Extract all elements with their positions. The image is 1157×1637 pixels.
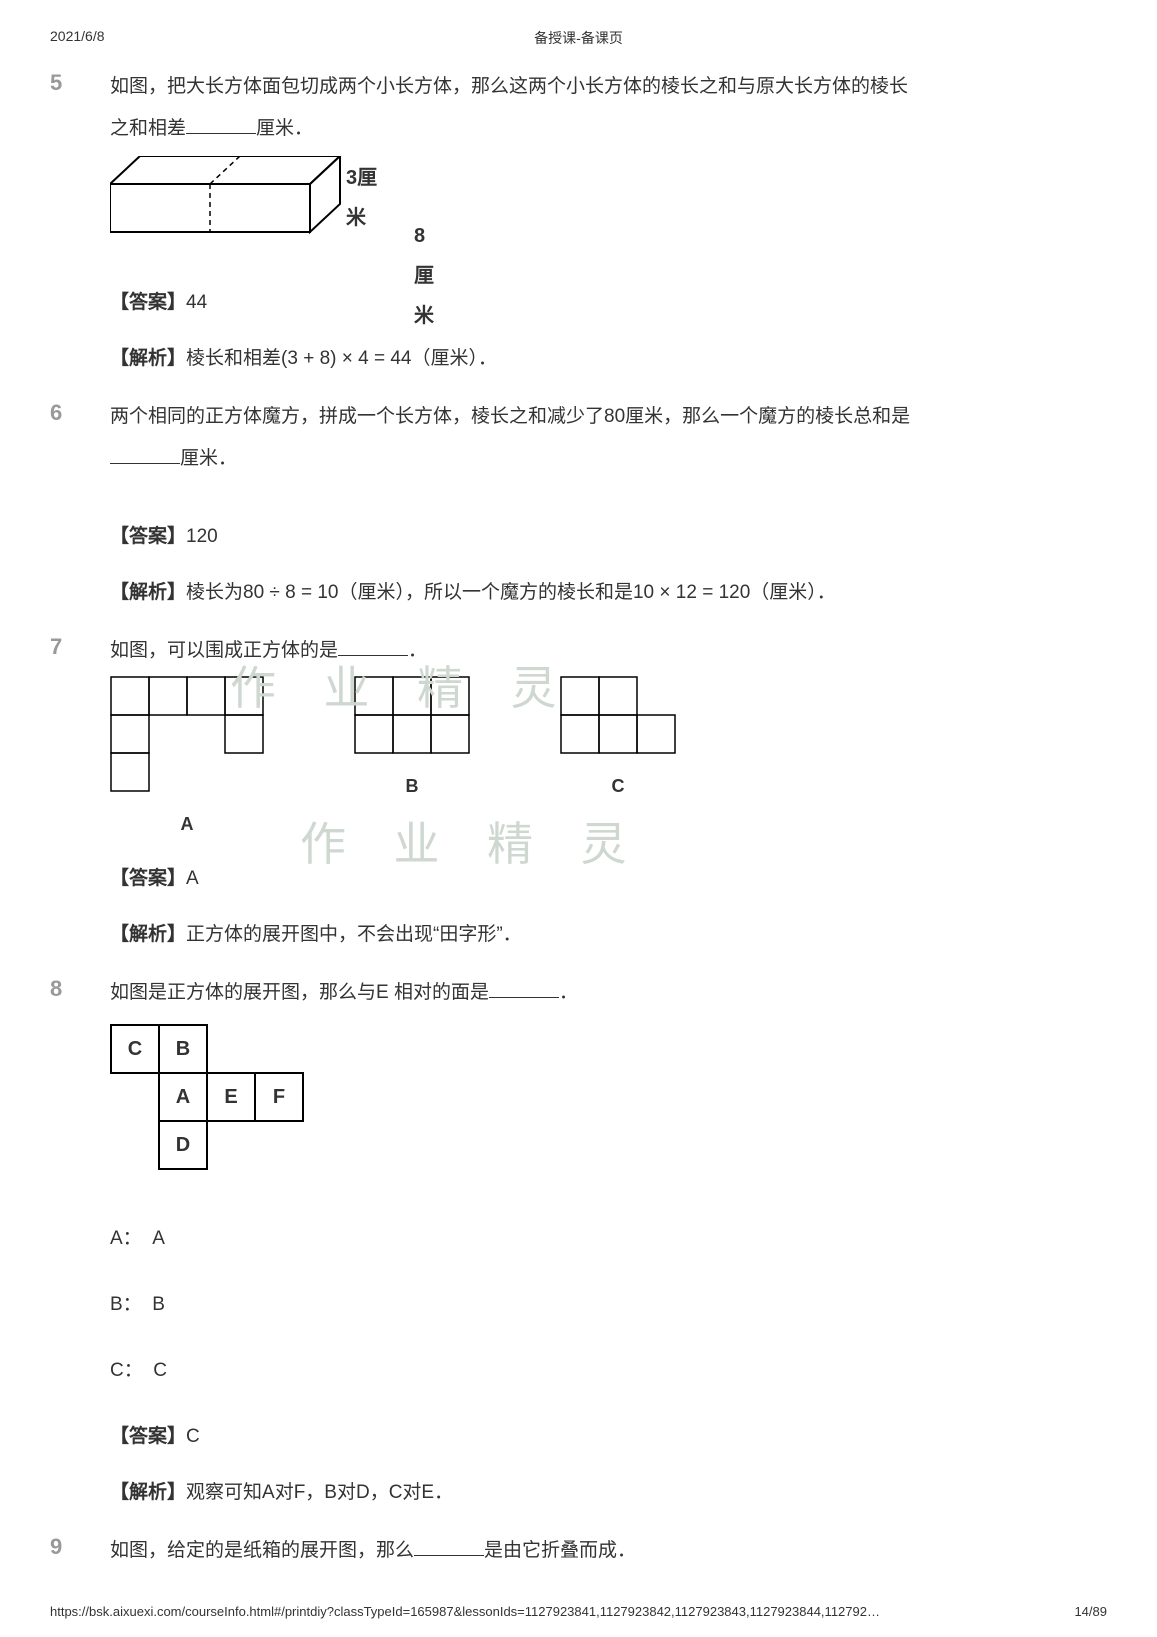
net-cell: C <box>111 1025 159 1073</box>
net-b-svg <box>354 676 470 754</box>
option-c: C： C <box>110 1352 1107 1390</box>
question-line: 如图，给定的是纸箱的展开图，那么是由它折叠而成． <box>110 1532 1107 1570</box>
dim-label: 3厘米 <box>346 158 390 238</box>
problem-body: 如图是正方体的展开图，那么与E 相对的面是． CBAEFD A： A B： B … <box>110 974 1107 1512</box>
footer-url: https://bsk.aixuexi.com/courseInfo.html#… <box>50 1604 880 1619</box>
problem-9: 9 如图，给定的是纸箱的展开图，那么是由它折叠而成． <box>50 1532 1107 1574</box>
problem-body: 如图，可以围成正方体的是． A B C 【答案】A 【解析】正方体的展开图中，不… <box>110 632 1107 954</box>
options: A： A B： B C： C <box>110 1220 1107 1390</box>
page-header: 2021/6/8 备授课-备课页 . <box>50 28 1107 44</box>
cube-net-figure: CBAEFD <box>110 1024 304 1170</box>
problem-8: 8 如图是正方体的展开图，那么与E 相对的面是． CBAEFD A： A B： … <box>50 974 1107 1512</box>
net-cell: F <box>255 1073 303 1121</box>
footer-page: 14/89 <box>1074 1604 1107 1619</box>
explain-line: 【解析】棱长为80 ÷ 8 = 10（厘米），所以一个魔方的棱长和是10 × 1… <box>110 574 1107 612</box>
problem-number: 7 <box>50 632 110 954</box>
header-title: 备授课-备课页 <box>0 28 1157 48</box>
problem-number: 6 <box>50 398 110 612</box>
problem-6: 6 两个相同的正方体魔方，拼成一个长方体，棱长之和减少了80厘米，那么一个魔方的… <box>50 398 1107 612</box>
net-cell: B <box>159 1025 207 1073</box>
question-line: 如图，把大长方体面包切成两个小长方体，那么这两个小长方体的棱长之和与原大长方体的… <box>110 68 1107 106</box>
net-option-c: C <box>560 676 676 804</box>
answer-line: 【答案】C <box>110 1418 1107 1456</box>
problem-number: 9 <box>50 1532 110 1574</box>
question-line: 如图是正方体的展开图，那么与E 相对的面是． <box>110 974 1107 1012</box>
problem-5: 5 如图，把大长方体面包切成两个小长方体，那么这两个小长方体的棱长之和与原大长方… <box>50 68 1107 378</box>
fill-blank <box>110 445 180 464</box>
answer-line: 【答案】120 <box>110 518 1107 556</box>
cuboid-figure: 3厘米 8厘米 <box>110 156 390 266</box>
question-line: 之和相差厘米． <box>110 110 1107 148</box>
net-option-b: B <box>354 676 470 804</box>
nets-row: A B C <box>110 676 1107 842</box>
dim-label: 8厘米 <box>414 216 434 336</box>
fill-blank <box>414 1537 484 1556</box>
question-line: 厘米． <box>110 440 1107 478</box>
net-a-svg <box>110 676 264 792</box>
explain-line: 【解析】正方体的展开图中，不会出现“田字形”． <box>110 916 1107 954</box>
question-line: 两个相同的正方体魔方，拼成一个长方体，棱长之和减少了80厘米，那么一个魔方的棱长… <box>110 398 1107 436</box>
net-cell: D <box>159 1121 207 1169</box>
question-line: 如图，可以围成正方体的是． <box>110 632 1107 670</box>
net-c-svg <box>560 676 676 754</box>
net-cell: A <box>159 1073 207 1121</box>
page-footer: https://bsk.aixuexi.com/courseInfo.html#… <box>50 1604 1107 1619</box>
problem-7: 7 如图，可以围成正方体的是． A B C 【答案】A 【解析】正方体的展开图中… <box>50 632 1107 954</box>
answer-line: 【答案】A <box>110 860 1107 898</box>
problem-body: 如图，给定的是纸箱的展开图，那么是由它折叠而成． <box>110 1532 1107 1574</box>
fill-blank <box>489 979 559 998</box>
problem-body: 两个相同的正方体魔方，拼成一个长方体，棱长之和减少了80厘米，那么一个魔方的棱长… <box>110 398 1107 612</box>
option-a: A： A <box>110 1220 1107 1258</box>
fill-blank <box>186 115 256 134</box>
problem-number: 8 <box>50 974 110 1512</box>
explain-line: 【解析】棱长和相差(3 + 8) × 4 = 44（厘米）． <box>110 340 1107 378</box>
option-b: B： B <box>110 1286 1107 1324</box>
net-cell: E <box>207 1073 255 1121</box>
fill-blank <box>338 637 408 656</box>
answer-line: 【答案】44 <box>110 284 1107 322</box>
problem-body: 如图，把大长方体面包切成两个小长方体，那么这两个小长方体的棱长之和与原大长方体的… <box>110 68 1107 378</box>
explain-line: 【解析】观察可知A对F，B对D，C对E． <box>110 1474 1107 1512</box>
net-option-a: A <box>110 676 264 842</box>
problem-number: 5 <box>50 68 110 378</box>
